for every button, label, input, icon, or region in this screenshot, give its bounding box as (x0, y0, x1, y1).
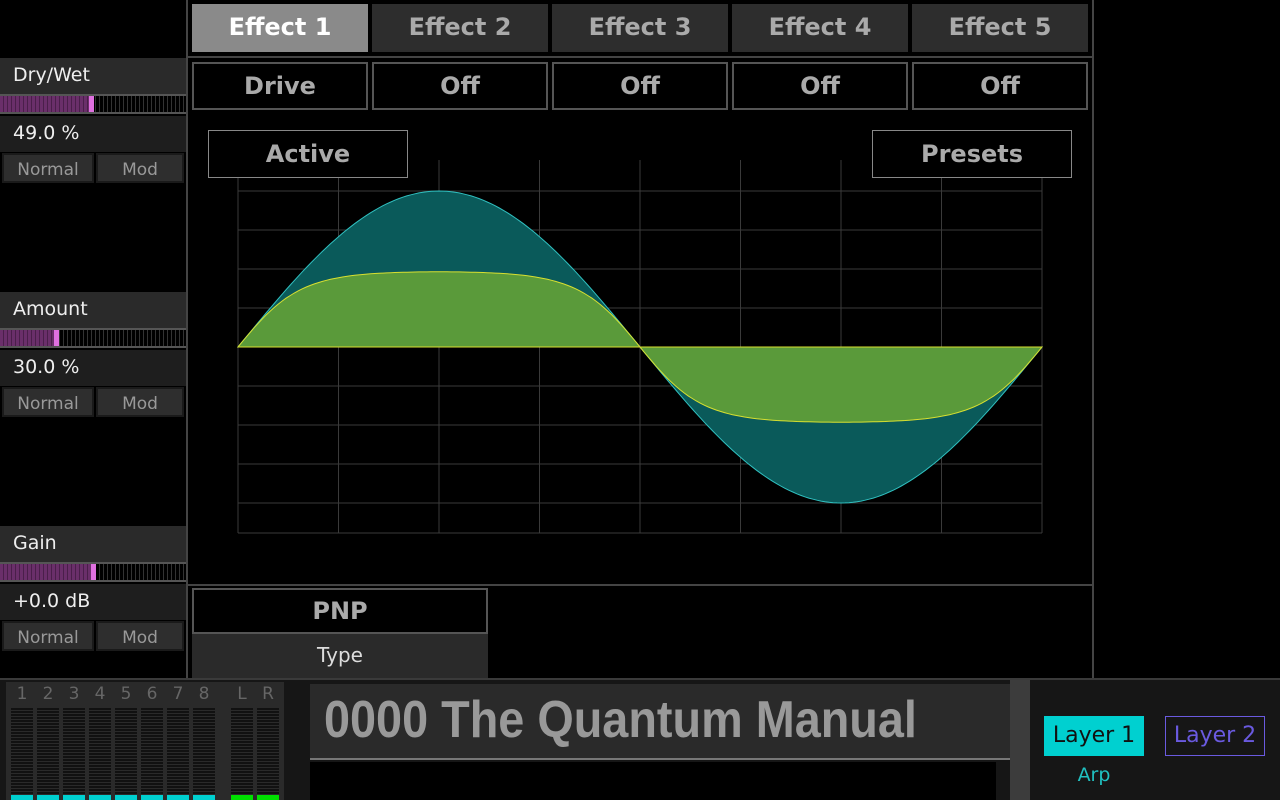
gain-normal-button[interactable]: Normal (2, 621, 94, 651)
meter-label: L (231, 684, 253, 704)
tab-effect-4[interactable]: Effect 4 (732, 4, 908, 52)
meter-level (257, 795, 279, 800)
gain-value: +0.0 dB (0, 584, 186, 620)
meter-level (231, 795, 253, 800)
meter-label: 5 (115, 684, 137, 704)
effect-panel (186, 0, 1094, 680)
meter-level (115, 795, 137, 800)
meter-label: 7 (167, 684, 189, 704)
slider-thumb[interactable] (91, 564, 96, 580)
meter-level (193, 795, 215, 800)
scrollbar[interactable] (1010, 680, 1030, 800)
slider-fill (0, 564, 92, 580)
level-meter (115, 708, 137, 800)
preset-name[interactable]: 0000 The Quantum Manual (324, 691, 917, 749)
slot-1-button[interactable]: Drive (192, 62, 368, 110)
gain-label: Gain (0, 526, 186, 562)
tab-effect-5[interactable]: Effect 5 (912, 4, 1088, 52)
meter-label: 8 (193, 684, 215, 704)
gain-slider[interactable] (0, 562, 186, 582)
meter-label: R (257, 684, 279, 704)
divider (188, 584, 1092, 586)
type-label: Type (192, 634, 488, 678)
dry-wet-mod-button[interactable]: Mod (96, 153, 184, 183)
meter-level (63, 795, 85, 800)
meter-label: 6 (141, 684, 163, 704)
level-meter (193, 708, 215, 800)
dry-wet-value: 49.0 % (0, 116, 186, 152)
presets-button[interactable]: Presets (872, 130, 1072, 178)
amount-slider[interactable] (0, 328, 186, 348)
meter-level (37, 795, 59, 800)
slider-thumb[interactable] (89, 96, 94, 112)
gain-mod-button[interactable]: Mod (96, 621, 184, 651)
level-meter (167, 708, 189, 800)
tab-effect-3[interactable]: Effect 3 (552, 4, 728, 52)
meter-label: 4 (89, 684, 111, 704)
active-button[interactable]: Active (208, 130, 408, 178)
level-meter (37, 708, 59, 800)
meter-level (141, 795, 163, 800)
slot-5-button[interactable]: Off (912, 62, 1088, 110)
layer-1-button[interactable]: Layer 1 (1044, 716, 1144, 756)
wet-waveform (236, 271, 1044, 423)
slot-2-button[interactable]: Off (372, 62, 548, 110)
meter-level (11, 795, 33, 800)
meter-label: 1 (11, 684, 33, 704)
tab-effect-1[interactable]: Effect 1 (192, 4, 368, 52)
level-meter (231, 708, 253, 800)
divider (188, 56, 1092, 58)
dry-wet-label: Dry/Wet (0, 58, 186, 94)
meter-level (167, 795, 189, 800)
meter-label: 3 (63, 684, 85, 704)
amount-value: 30.0 % (0, 350, 186, 386)
amount-mod-button[interactable]: Mod (96, 387, 184, 417)
type-selector[interactable]: PNP (192, 588, 488, 634)
level-meter (257, 708, 279, 800)
slider-fill (0, 96, 90, 112)
preset-name-box[interactable]: 0000 The Quantum Manual (310, 684, 1010, 760)
dry-wet-normal-button[interactable]: Normal (2, 153, 94, 183)
slot-4-button[interactable]: Off (732, 62, 908, 110)
layer-2-button[interactable]: Layer 2 (1165, 716, 1265, 756)
level-meter (141, 708, 163, 800)
slider-thumb[interactable] (54, 330, 59, 346)
amount-label: Amount (0, 292, 186, 328)
level-meter (11, 708, 33, 800)
tab-effect-2[interactable]: Effect 2 (372, 4, 548, 52)
level-meter (89, 708, 111, 800)
slot-3-button[interactable]: Off (552, 62, 728, 110)
amount-normal-button[interactable]: Normal (2, 387, 94, 417)
level-meter (63, 708, 85, 800)
meter-level (89, 795, 111, 800)
slider-fill (0, 330, 55, 346)
preset-info-area (310, 762, 996, 800)
dry-wet-slider[interactable] (0, 94, 186, 114)
arp-indicator[interactable]: Arp (1077, 764, 1111, 786)
meter-label: 2 (37, 684, 59, 704)
